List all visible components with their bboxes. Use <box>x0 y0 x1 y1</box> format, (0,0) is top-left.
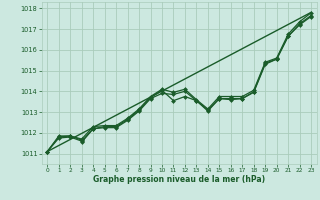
X-axis label: Graphe pression niveau de la mer (hPa): Graphe pression niveau de la mer (hPa) <box>93 175 265 184</box>
